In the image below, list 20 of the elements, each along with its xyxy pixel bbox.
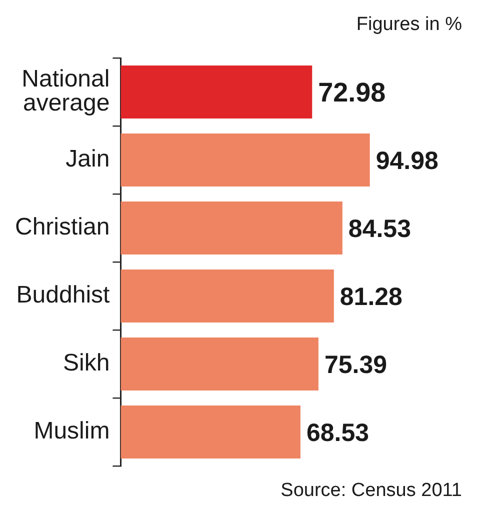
y-tick-label: Buddhist [16, 282, 110, 309]
y-tick-label: Christian [14, 214, 110, 241]
y-tick-label: Muslim [34, 418, 110, 445]
data-label: 75.39 [324, 350, 388, 379]
source-note: Source: Census 2011 [280, 480, 462, 502]
bar [120, 133, 370, 187]
data-label: 81.28 [340, 282, 403, 311]
bar [120, 337, 318, 391]
y-tick-label: Sikh [63, 350, 110, 377]
y-tick-label: National average [22, 66, 110, 117]
data-label: 84.53 [348, 214, 411, 243]
bar [120, 201, 342, 255]
data-label: 68.53 [306, 418, 370, 447]
text: Figures in % [356, 14, 462, 36]
data-label: 72.98 [318, 77, 386, 108]
bar [120, 405, 300, 459]
y-tick-label: Jain [66, 146, 110, 173]
bar [120, 269, 334, 323]
data-label: 94.98 [376, 146, 438, 175]
bar [120, 65, 312, 119]
